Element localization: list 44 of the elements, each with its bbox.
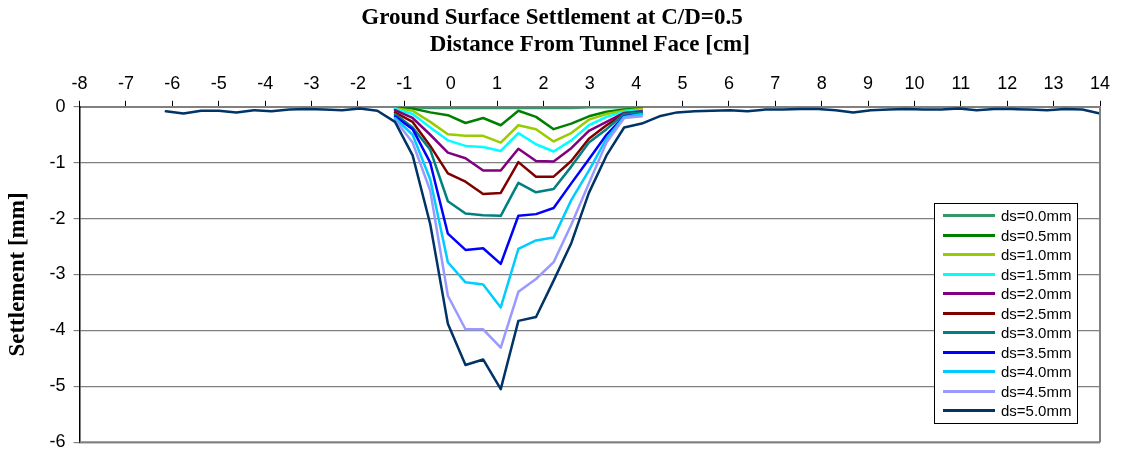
x-tick-label: 3 [584,72,595,93]
x-tick-label: 4 [631,72,642,93]
x-tick-label: -6 [164,72,181,93]
y-tick-label: -4 [49,319,66,340]
x-tick-label: -3 [303,72,320,93]
x-tick-label: 1 [492,72,503,93]
x-tick-label: -7 [117,72,134,93]
x-tick-label: -8 [71,72,88,93]
x-tick-label: 14 [1089,72,1111,93]
x-tick-label: 12 [997,72,1018,93]
x-tick-label: 13 [1043,72,1064,93]
x-tick-label: 7 [770,72,781,93]
y-tick-label: -2 [49,207,66,228]
x-tick-label: 0 [445,72,456,93]
legend-label: ds=2.5mm [1001,303,1072,324]
y-tick-label: -6 [49,431,66,452]
legend-label: ds=5.0mm [1001,401,1072,421]
x-tick-label: -5 [210,72,227,93]
y-tick-label: 0 [55,95,66,116]
y-tick-label: -1 [49,151,66,172]
legend-label: ds=4.5mm [1001,381,1072,402]
legend-label: ds=4.0mm [1001,362,1072,382]
x-tick-label: 11 [951,72,971,93]
x-axis-title: Distance From Tunnel Face [cm] [429,31,750,57]
legend-label: ds=3.0mm [1001,323,1072,343]
x-tick-label: 2 [538,72,549,93]
legend-label: ds=0.0mm [1001,206,1072,226]
x-tick-label: 10 [904,72,925,93]
x-tick-label: 5 [677,72,688,93]
y-tick-label: -3 [49,263,66,284]
legend-label: ds=0.5mm [1001,225,1072,246]
x-tick-label: 9 [863,72,874,93]
legend-label: ds=3.5mm [1001,342,1072,363]
y-axis-title: Settlement [mm] [3,192,29,357]
x-tick-label: 8 [816,72,827,93]
x-tick-label: -4 [257,72,274,93]
y-tick-label: -5 [49,375,66,396]
chart-title: Ground Surface Settlement at C/D=0.5 [361,3,743,29]
x-tick-label: -1 [396,72,413,93]
x-tick-label: -2 [349,72,366,93]
legend-label: ds=1.0mm [1001,245,1072,265]
legend-label: ds=2.0mm [1001,284,1072,304]
legend-label: ds=1.5mm [1001,264,1072,285]
x-tick-label: 6 [723,72,734,93]
